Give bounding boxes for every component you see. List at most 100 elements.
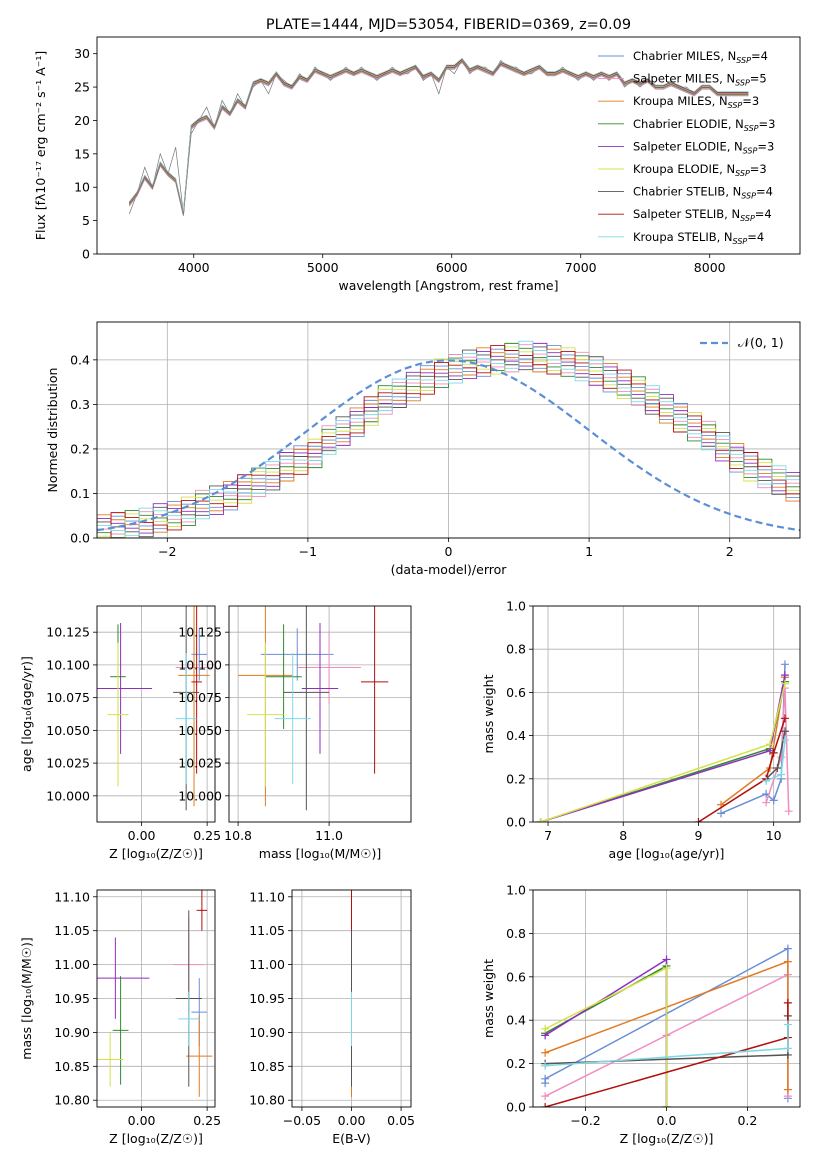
x-tick-label: 4000 (178, 260, 210, 275)
weight-marker (694, 818, 703, 822)
chart-title: PLATE=1444, MJD=53054, FIBERID=0369, z=0… (266, 17, 631, 33)
panel-weight-vs-Z: −0.2 0.0 0.2 0.0 0.2 0.4 0.6 0.8 1.0 Z [log₁₀(Z/Z… (481, 883, 801, 1146)
errorbar-point (175, 653, 197, 785)
y-tick-label: 10.85 (249, 1059, 285, 1074)
plot-area (97, 340, 800, 538)
plot-area (238, 606, 389, 811)
plot-area (97, 890, 213, 1097)
y-tick-label: 11.10 (249, 889, 285, 904)
x-tick-label: 0.00 (128, 1113, 156, 1128)
errorbar-point (112, 976, 129, 1085)
y-tick-label: 10.80 (249, 1093, 285, 1108)
weight-marker (783, 1044, 792, 1053)
y-tick-label: 11.05 (54, 923, 90, 938)
y-tick-label: 10.050 (178, 723, 222, 738)
y-tick-label: 0.8 (506, 642, 526, 657)
x-tick-label: 8 (619, 828, 627, 843)
y-tick-label: 30 (74, 46, 90, 61)
y-tick-label: 0.3 (70, 397, 90, 412)
errorbar-point (186, 1015, 213, 1097)
weight-marker (780, 660, 789, 669)
x-axis-label: age [log₁₀(age/yr)] (609, 846, 725, 861)
errorbar-point (191, 606, 202, 774)
weight-marker (762, 776, 771, 785)
x-axis-label: mass [log₁₀(M/M☉)] (259, 846, 381, 861)
weight-marker (717, 809, 726, 818)
panel-age-vs-Z: 0.00 0.25 10.000 10.025 10.050 10.075 10.100 10… (19, 605, 221, 861)
y-tick-label: 0.4 (506, 728, 526, 743)
axes-frame (532, 605, 801, 823)
y-tick-label: 10.90 (54, 1025, 90, 1040)
y-tick-label: 0.4 (70, 352, 90, 367)
y-tick-label: 10.075 (46, 690, 90, 705)
legend-label: Salpeter STELIB, NSSP=4 (633, 207, 772, 223)
weight-marker (765, 740, 774, 749)
weight-marker (780, 671, 789, 680)
axes-frame (96, 889, 216, 1108)
x-tick-label: 6000 (436, 260, 468, 275)
x-tick-label: 0.00 (128, 828, 156, 843)
y-tick-label: 20 (74, 113, 90, 128)
x-tick-label: −2 (158, 544, 176, 559)
weight-line (544, 958, 668, 1107)
panel-mass-vs-Z: 0.00 0.25 10.80 10.85 10.90 10.95 11.00 11.05 11… (19, 889, 221, 1146)
legend-label: Kroupa MILES, NSSP=3 (633, 94, 759, 110)
weight-line (540, 674, 786, 822)
y-tick-label: 10.80 (54, 1093, 90, 1108)
weight-marker (662, 1103, 671, 1107)
legend-label: 𝒩(0, 1) (738, 335, 784, 350)
x-tick-label: 7000 (565, 260, 597, 275)
errorbar-point (196, 890, 208, 931)
x-axis-label: Z [log₁₀(Z/Z☉)] (620, 1131, 714, 1146)
legend: Chabrier MILES, NSSP=4 Salpeter MILES, NS… (598, 49, 775, 246)
weight-marker (783, 998, 792, 1007)
spectrum-model-line (128, 57, 749, 212)
errorbar-point (178, 991, 200, 1046)
weight-line (720, 677, 786, 806)
weight-marker (780, 679, 789, 688)
weight-line (698, 718, 786, 822)
axes-frame (96, 321, 801, 539)
y-tick-label: 10.125 (178, 625, 222, 640)
panel-spectrum: 4000 5000 6000 7000 8000 0 5 10 15 20 25 30 waveleng… (33, 36, 801, 293)
weight-marker (769, 748, 778, 757)
weight-marker (541, 1061, 550, 1070)
legend-label: Kroupa STELIB, NSSP=4 (633, 230, 764, 246)
y-tick-label: 10.95 (54, 991, 90, 1006)
legend: 𝒩(0, 1) (700, 335, 784, 350)
weight-marker (541, 1074, 550, 1083)
weight-marker (777, 770, 786, 779)
y-tick-label: 0.2 (506, 771, 526, 786)
y-tick-label: 0.0 (70, 531, 90, 546)
weight-marker (780, 714, 789, 723)
weight-marker (541, 1048, 550, 1057)
plot-area (536, 660, 793, 822)
y-tick-label: 10.025 (178, 756, 222, 771)
x-tick-label: 10.8 (224, 828, 252, 843)
weight-marker (762, 798, 771, 807)
y-tick-label: 5 (82, 213, 90, 228)
errorbar-point (178, 606, 210, 807)
errorbar-point (97, 937, 150, 1019)
y-tick-label: 0.0 (506, 1100, 526, 1115)
y-tick-label: 0.0 (506, 815, 526, 830)
y-tick-label: 0.4 (506, 1013, 526, 1028)
weight-marker (780, 735, 789, 744)
weight-marker (783, 957, 792, 966)
axes-frame (96, 605, 216, 823)
y-axis-label: Flux [fλ10⁻¹⁷ erg cm⁻² s⁻¹ A⁻¹] (33, 51, 48, 240)
weight-marker (783, 1085, 792, 1094)
x-tick-label: 2 (726, 544, 734, 559)
y-tick-label: 25 (74, 80, 90, 95)
legend-label: Chabrier ELODIE, NSSP=3 (633, 117, 775, 133)
weight-marker (662, 955, 671, 964)
x-tick-label: 9 (694, 828, 702, 843)
weight-marker (773, 764, 782, 772)
y-tick-label: 10 (74, 180, 90, 195)
weight-line (544, 966, 668, 1107)
x-tick-label: 10 (766, 828, 782, 843)
x-tick-label: 0.2 (737, 1113, 757, 1128)
y-axis-label: mass weight (481, 959, 496, 1038)
y-tick-label: 10.90 (249, 1025, 285, 1040)
y-tick-label: 10.000 (46, 788, 90, 803)
